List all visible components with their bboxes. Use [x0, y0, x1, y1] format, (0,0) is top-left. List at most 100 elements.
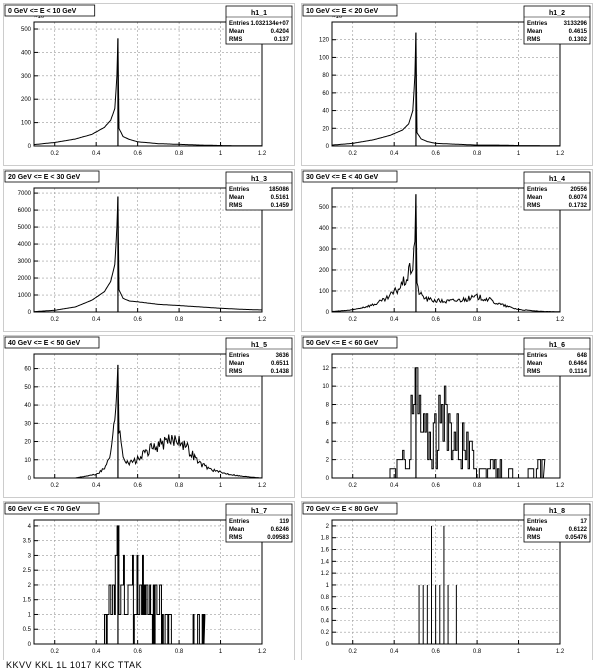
y-tick-label: 1 — [326, 583, 330, 589]
stats-value: 0.6511 — [271, 361, 290, 367]
stats-value: 0.09583 — [267, 535, 289, 541]
x-tick-label: 1 — [517, 317, 521, 323]
y-tick-label: 40 — [24, 403, 31, 409]
stats-label: RMS — [527, 37, 540, 43]
x-tick-label: 0.8 — [473, 483, 482, 489]
stats-label: RMS — [229, 37, 242, 43]
stats-label: Mean — [229, 29, 245, 35]
y-tick-label: 100 — [319, 55, 330, 61]
y-tick-label: 0.2 — [321, 630, 330, 636]
title-box — [4, 4, 96, 17]
y-tick-label: 40 — [322, 109, 329, 115]
x-tick-label: 0.6 — [431, 151, 440, 157]
x-tick-label: 0.6 — [133, 151, 142, 157]
y-tick-label: 0 — [28, 310, 32, 316]
histogram-line — [331, 32, 560, 147]
y-tick-label: 3 — [28, 553, 32, 559]
stats-label: Entries — [527, 21, 548, 27]
x-tick-label: 0.4 — [92, 151, 101, 157]
stats-name: h1_4 — [549, 176, 565, 183]
y-tick-label: 300 — [21, 74, 32, 80]
x-tick-label: 0.2 — [51, 151, 60, 157]
stats-label: RMS — [527, 203, 540, 209]
stats-value: 0.1438 — [271, 369, 290, 375]
stats-label: Entries — [229, 21, 250, 27]
x-tick-label: 0.4 — [92, 649, 101, 655]
y-tick-label: 0 — [326, 642, 330, 648]
y-tick-label: 20 — [24, 440, 31, 446]
x-tick-label: 0.6 — [431, 483, 440, 489]
axis-exponent-label: ×10 — [332, 14, 343, 20]
y-tick-label: 6000 — [18, 208, 32, 214]
stats-label: Mean — [229, 195, 245, 201]
stats-box — [523, 171, 591, 211]
stats-box — [523, 503, 591, 543]
y-tick-label: 80 — [322, 73, 329, 79]
y-tick-label: 7000 — [18, 191, 32, 197]
x-tick-label: 0.6 — [133, 649, 142, 655]
y-tick-label: 100 — [21, 121, 32, 127]
x-tick-label: 0.8 — [175, 649, 184, 655]
histogram-panel-h1_3: 0.2 0.4 0.6 0.8 1 1.2 0 1000 2000 3000 4000 5000 600… — [3, 169, 295, 332]
y-tick-label: 2000 — [18, 276, 32, 282]
x-tick-label: 1.2 — [258, 483, 267, 489]
x-tick-label: 1.2 — [258, 151, 267, 157]
y-tick-label: 500 — [319, 205, 330, 211]
x-tick-label: 0.2 — [349, 151, 358, 157]
plot-frame — [331, 353, 561, 479]
y-tick-label: 300 — [319, 247, 330, 253]
stats-value: 3636 — [276, 353, 290, 359]
panel-frame — [3, 169, 295, 332]
y-tick-label: 60 — [322, 91, 329, 97]
panel-frame — [3, 3, 295, 166]
stats-label: Mean — [527, 29, 543, 35]
x-tick-label: 1 — [517, 649, 521, 655]
x-tick-label: 0.8 — [473, 649, 482, 655]
y-tick-label: 3.5 — [23, 539, 32, 545]
y-tick-label: 4 — [28, 524, 32, 530]
y-tick-label: 0 — [326, 144, 330, 150]
title-box — [4, 170, 100, 183]
stats-label: Mean — [527, 195, 543, 201]
y-tick-label: 1.2 — [321, 571, 330, 577]
x-tick-label: 1 — [219, 151, 223, 157]
y-tick-label: 10 — [24, 458, 31, 464]
stats-label: Entries — [527, 187, 548, 193]
x-tick-label: 0.4 — [390, 649, 399, 655]
y-tick-label: 30 — [24, 421, 31, 427]
panel-frame — [301, 3, 593, 166]
stats-value: 0.6246 — [271, 527, 290, 533]
y-tick-label: 50 — [24, 385, 31, 391]
histogram-title: 0 GeV <= E < 10 GeV — [8, 8, 77, 15]
y-tick-label: 400 — [319, 226, 330, 232]
histogram-line — [331, 194, 560, 313]
x-tick-label: 1.2 — [556, 317, 565, 323]
axis-exponent-label: ×10 — [34, 14, 45, 20]
y-tick-label: 2 — [28, 583, 32, 589]
y-tick-label: 0 — [326, 310, 330, 316]
x-tick-label: 0.2 — [51, 317, 60, 323]
stats-label: RMS — [229, 369, 242, 375]
histogram-title: 10 GeV <= E < 20 GeV — [306, 8, 379, 15]
stats-value: 0.6464 — [569, 361, 588, 367]
y-tick-label: 1.4 — [321, 559, 330, 565]
stats-value: 0.05476 — [565, 535, 587, 541]
plot-frame — [33, 353, 263, 479]
histogram-panel-h1_4: 0.2 0.4 0.6 0.8 1 1.2 0 100 200 300 400 500 30 GeV <… — [301, 169, 593, 332]
stats-value: 0.6074 — [569, 195, 588, 201]
x-tick-label: 0.6 — [133, 483, 142, 489]
y-tick-label: 500 — [21, 27, 32, 33]
title-box — [302, 170, 398, 183]
plot-frame — [331, 21, 561, 147]
stats-box — [225, 503, 293, 543]
stats-name: h1_7 — [251, 508, 267, 515]
plot-frame — [331, 519, 561, 645]
x-tick-label: 0.2 — [349, 649, 358, 655]
stats-label: Entries — [229, 519, 250, 525]
plot-frame — [33, 519, 263, 645]
stats-value: 648 — [577, 353, 588, 359]
y-tick-label: 400 — [21, 50, 32, 56]
stats-value: 0.4204 — [271, 29, 290, 35]
